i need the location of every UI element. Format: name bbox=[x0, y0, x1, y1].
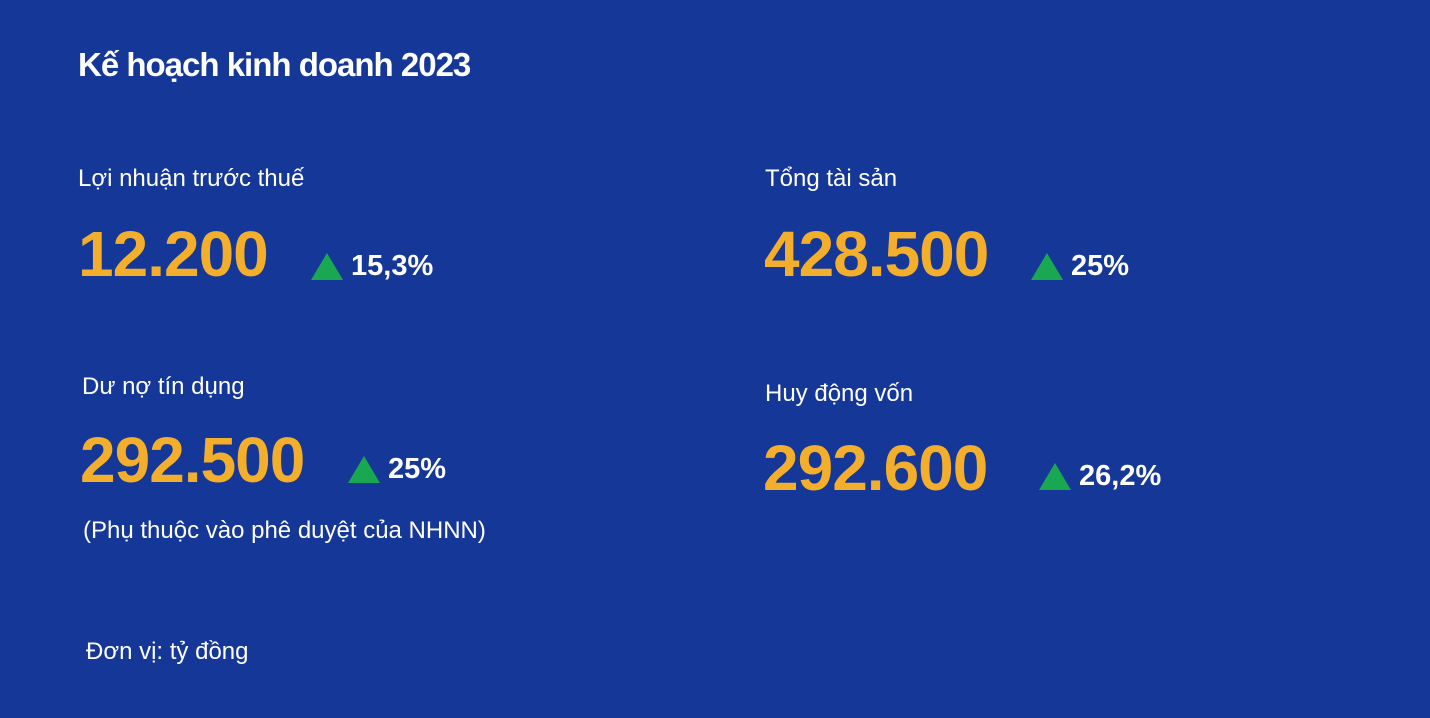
metric-change-credit: 25% bbox=[348, 453, 446, 486]
metric-value-profit: 12.200 bbox=[78, 218, 269, 290]
unit-note: Đơn vị: tỷ đồng bbox=[86, 638, 249, 665]
change-text: 15,3% bbox=[351, 250, 434, 282]
triangle-up-icon bbox=[348, 456, 380, 483]
metric-change-profit: 15,3% bbox=[311, 250, 433, 283]
change-text: 25% bbox=[1071, 250, 1130, 282]
triangle-up-icon bbox=[1031, 253, 1063, 280]
metric-label-deposits: Huy động vốn bbox=[765, 380, 914, 407]
metric-change-total-assets: 25% bbox=[1031, 250, 1129, 283]
metric-change-deposits: 26,2% bbox=[1039, 460, 1161, 493]
change-text: 25% bbox=[388, 453, 447, 485]
triangle-up-icon bbox=[311, 253, 343, 280]
metric-label-credit: Dư nợ tín dụng bbox=[82, 373, 245, 400]
change-text: 26,2% bbox=[1079, 460, 1162, 492]
metric-value-total-assets: 428.500 bbox=[764, 218, 989, 290]
metric-value-credit: 292.500 bbox=[80, 424, 305, 496]
page-title: Kế hoạch kinh doanh 2023 bbox=[78, 46, 471, 83]
metric-value-deposits: 292.600 bbox=[763, 432, 988, 504]
triangle-up-icon bbox=[1039, 463, 1071, 490]
metric-label-total-assets: Tổng tài sản bbox=[765, 165, 898, 192]
metric-label-profit: Lợi nhuận trước thuế bbox=[78, 165, 305, 192]
metric-note-credit: (Phụ thuộc vào phê duyệt của NHNN) bbox=[83, 517, 486, 544]
